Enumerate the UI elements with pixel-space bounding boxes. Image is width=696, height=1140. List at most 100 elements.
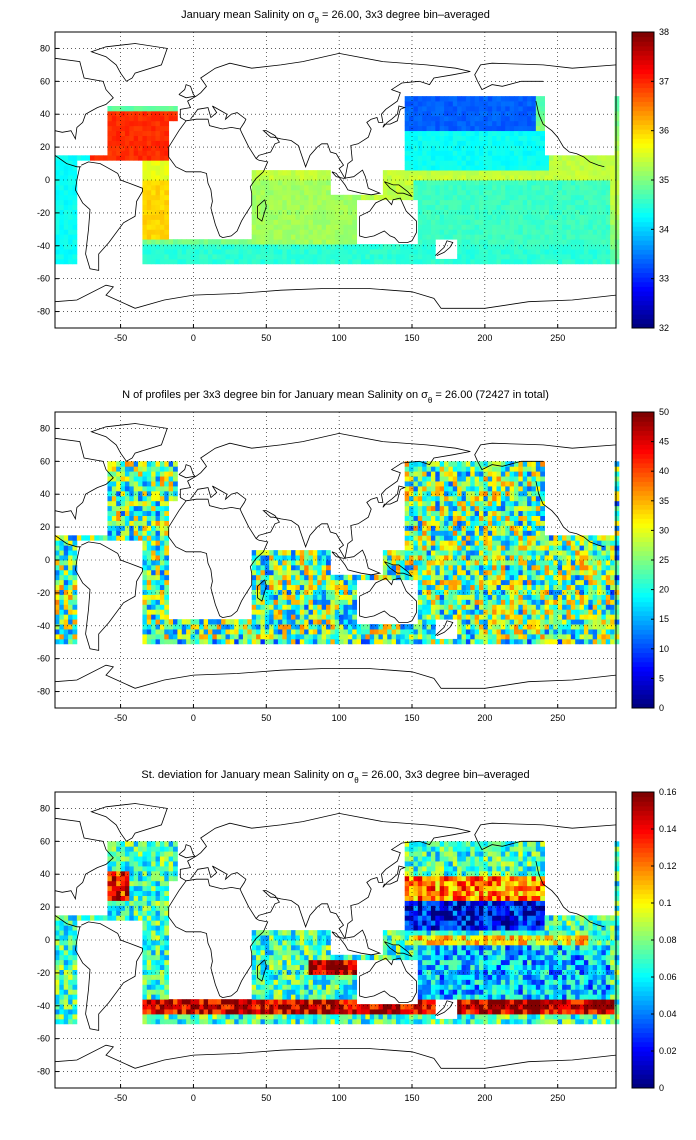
heatmap-cell [588,199,594,206]
heatmap-cell [514,254,519,260]
heatmap-cell [535,258,541,265]
heatmap-cell [295,560,301,566]
heatmap-cell [492,120,497,127]
heatmap-cell [522,579,528,586]
heatmap-cell [133,130,139,136]
heatmap-cell [347,634,353,640]
heatmap-cell [352,209,358,215]
heatmap-cell [347,624,353,630]
heatmap-cell [614,160,620,166]
heatmap-cell [282,254,288,260]
heatmap-cell [395,184,401,191]
heatmap-cell [321,239,327,245]
heatmap-cell [470,619,476,625]
coastline [54,57,114,141]
heatmap-cell [435,584,441,590]
heatmap-cell [142,505,148,512]
heatmap-cell [500,476,506,482]
heatmap-cell [540,180,545,186]
heatmap-cell [540,189,545,196]
heatmap-cell [387,629,392,635]
heatmap-cell [583,160,589,166]
heatmap-cell [435,510,441,516]
heatmap-cell [269,584,274,590]
heatmap-cell [531,180,537,186]
heatmap-cell [579,239,585,245]
heatmap-cell [295,234,301,240]
heatmap-cell [597,219,602,225]
heatmap-cell [409,569,414,576]
heatmap-cell [470,150,476,156]
heatmap-cell [474,160,480,166]
heatmap-cell [444,515,449,521]
heatmap-cell [168,249,174,255]
heatmap-cell [514,461,519,467]
heatmap-cell [452,258,458,265]
heatmap-cell [566,545,572,551]
heatmap-cell [72,564,78,571]
heatmap-cell [452,199,458,206]
heatmap-cell [470,500,476,507]
heatmap-cell [483,466,489,472]
heatmap-cell [251,599,257,605]
heatmap-cell [422,204,427,210]
heatmap-cell [422,249,427,255]
heatmap-cell [426,194,432,201]
heatmap-cell [527,624,532,630]
heatmap-cell [435,638,441,645]
heatmap-cell [553,165,559,171]
heatmap-cell [164,505,170,512]
heatmap-cell [72,184,78,191]
heatmap-cell [562,209,567,215]
colorbar-segment [632,207,654,213]
heatmap-cell [540,486,545,492]
heatmap-cell [465,194,471,201]
heatmap-cell [168,239,174,245]
heatmap-cell [422,229,427,235]
heatmap-cell [417,170,423,176]
heatmap-cell [435,189,441,196]
heatmap-cell [312,629,318,635]
heatmap-cell [474,481,480,487]
heatmap-cell [404,461,410,467]
heatmap-cell [483,180,489,186]
heatmap-cell [417,490,423,497]
heatmap-cell [286,224,292,230]
heatmap-cell [326,239,331,245]
colorbar-segment [632,295,654,301]
heatmap-cell [531,476,537,482]
heatmap-cell [457,614,462,620]
heatmap-cell [409,564,414,571]
heatmap-cell [540,175,545,181]
heatmap-cell [400,254,406,260]
heatmap-cell [522,106,528,112]
heatmap-cell [509,579,515,586]
heatmap-cell [312,579,318,586]
heatmap-cell [583,204,589,210]
heatmap-cell [500,110,506,117]
heatmap-cell [444,96,449,102]
heatmap-cell [155,634,161,640]
heatmap-cell [496,510,502,516]
heatmap-cell [55,589,60,595]
heatmap-cell [505,224,511,230]
heatmap-cell [142,525,148,531]
heatmap-cell [527,510,532,516]
heatmap-cell [474,466,480,472]
heatmap-cell [295,254,301,260]
heatmap-cell [540,555,545,561]
heatmap-cell [562,249,567,255]
heatmap-cell [479,525,484,531]
heatmap-cell [531,629,537,635]
heatmap-cell [168,244,174,250]
heatmap-cell [409,249,414,255]
heatmap-cell [562,204,567,210]
heatmap-cell [352,624,358,630]
heatmap-cell [522,258,528,265]
heatmap-cell [479,189,484,196]
heatmap-cell [409,180,414,186]
heatmap-cell [492,634,497,640]
heatmap-cell [417,530,423,536]
heatmap-cell [548,180,554,186]
heatmap-cell [286,569,292,576]
